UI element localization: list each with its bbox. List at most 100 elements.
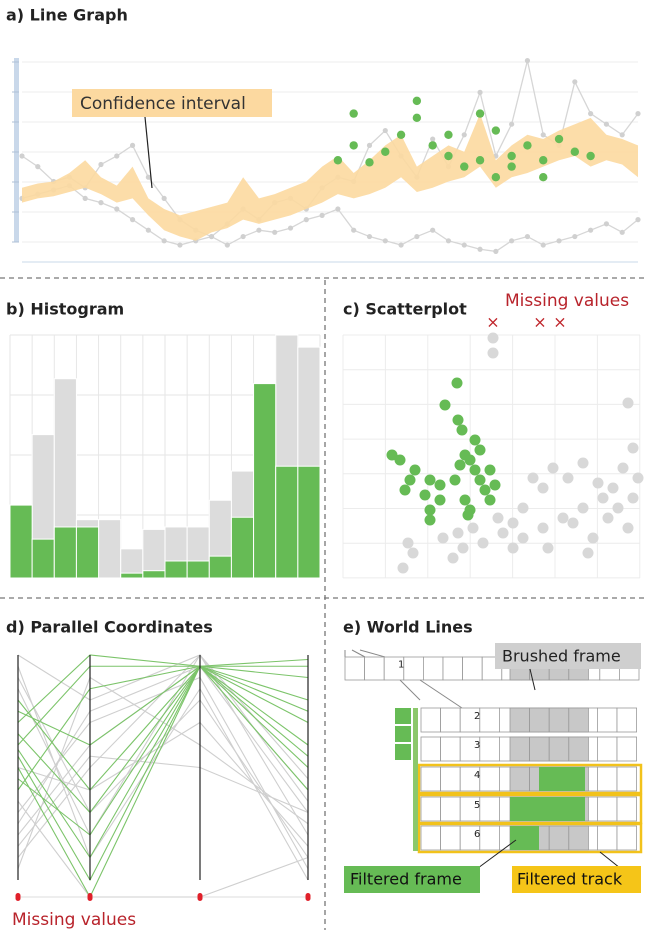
- line-point: [556, 238, 562, 244]
- missing-marker: [15, 893, 21, 901]
- point: [607, 482, 619, 494]
- highlight-point: [412, 96, 422, 106]
- filtered-bar: [253, 383, 277, 579]
- filtered-point: [424, 504, 436, 516]
- track-bar: [413, 708, 418, 851]
- line: [17, 800, 309, 898]
- panel-title: e) World Lines: [343, 618, 473, 637]
- frame-cell: [597, 736, 618, 762]
- filtered-point: [424, 514, 436, 526]
- point: [402, 537, 414, 549]
- filtered-point: [456, 424, 468, 436]
- tool-icon: [395, 708, 411, 724]
- filtered-line: [17, 665, 309, 814]
- line-point: [572, 79, 578, 85]
- frame-cell: [597, 796, 618, 822]
- line-point: [430, 136, 436, 142]
- missing-marker: ×: [533, 313, 546, 332]
- line-point: [351, 227, 357, 233]
- filtered-cells: [510, 826, 539, 850]
- highlight-point: [507, 162, 516, 171]
- point: [397, 562, 409, 574]
- filtered-point: [454, 459, 466, 471]
- filtered-bar: [164, 560, 188, 579]
- axis-bar: [14, 58, 19, 242]
- frame-cell: [597, 825, 618, 851]
- line-point: [145, 174, 151, 180]
- filtered-bar: [31, 538, 55, 579]
- filtered-line: [17, 665, 309, 746]
- filtered-bar: [275, 465, 299, 579]
- annotation: Missing values: [12, 910, 136, 930]
- frame-cell: [597, 707, 618, 733]
- point: [437, 532, 449, 544]
- highlight-point: [349, 109, 358, 118]
- filtered-line: [17, 665, 309, 746]
- point: [507, 542, 519, 554]
- line-point: [509, 121, 515, 127]
- missing-marker: ×: [553, 313, 566, 332]
- point: [582, 547, 594, 559]
- point: [407, 547, 419, 559]
- tool-icon: [395, 744, 411, 760]
- brushed-cell: [509, 766, 531, 792]
- annotation-pointer: [144, 116, 153, 189]
- point: [577, 502, 589, 514]
- highlight-point: [539, 156, 548, 165]
- line-point: [524, 58, 531, 64]
- frame-cell: [403, 656, 424, 681]
- missing-marker: ×: [486, 313, 499, 332]
- filtered-cells: [510, 797, 585, 821]
- line-point: [619, 132, 625, 138]
- point: [622, 397, 634, 409]
- point: [547, 462, 559, 474]
- line-point: [430, 227, 436, 233]
- brushed-cell: [548, 707, 570, 733]
- line-point: [161, 238, 167, 244]
- filtered-track-label: Filtered track: [517, 870, 623, 889]
- line-point: [366, 142, 373, 148]
- line-point: [240, 233, 246, 240]
- filtered-frame-label: Filtered frame: [350, 870, 462, 889]
- line-point: [129, 217, 136, 223]
- frame-cell: [422, 656, 444, 681]
- filtered-point: [399, 484, 411, 496]
- label-box: [512, 866, 641, 893]
- point: [542, 542, 554, 554]
- filtered-point: [434, 494, 446, 506]
- line-point: [129, 142, 136, 148]
- track-number: 6: [474, 829, 480, 840]
- line-point: [619, 229, 625, 235]
- filtered-point: [484, 464, 496, 476]
- point: [457, 542, 469, 554]
- filtered-point: [424, 474, 436, 486]
- line-point: [114, 153, 120, 159]
- point: [577, 457, 589, 469]
- line: [17, 676, 309, 870]
- frame-cell: [420, 707, 442, 733]
- line-point: [382, 127, 388, 134]
- line-point: [461, 242, 467, 248]
- label-box: [495, 643, 641, 669]
- line: [21, 184, 639, 253]
- connector: [399, 679, 421, 701]
- highlight-point: [412, 113, 422, 123]
- track-number: 2: [474, 711, 480, 722]
- connector: [359, 649, 386, 658]
- point: [447, 552, 459, 564]
- filtered-point: [462, 509, 474, 521]
- line-point: [588, 227, 594, 233]
- point: [487, 332, 499, 344]
- frame-cell: [616, 796, 638, 822]
- filtered-point: [409, 464, 421, 476]
- highlight-point: [539, 173, 548, 182]
- line-point: [572, 233, 578, 240]
- line-point: [635, 217, 641, 223]
- frame-cell: [462, 656, 483, 681]
- filtered-line: [17, 665, 309, 836]
- tool-icon: [395, 726, 411, 742]
- line-point: [114, 206, 120, 212]
- annotation: Missing values: [505, 291, 629, 311]
- line-point: [414, 233, 420, 240]
- point: [622, 522, 634, 534]
